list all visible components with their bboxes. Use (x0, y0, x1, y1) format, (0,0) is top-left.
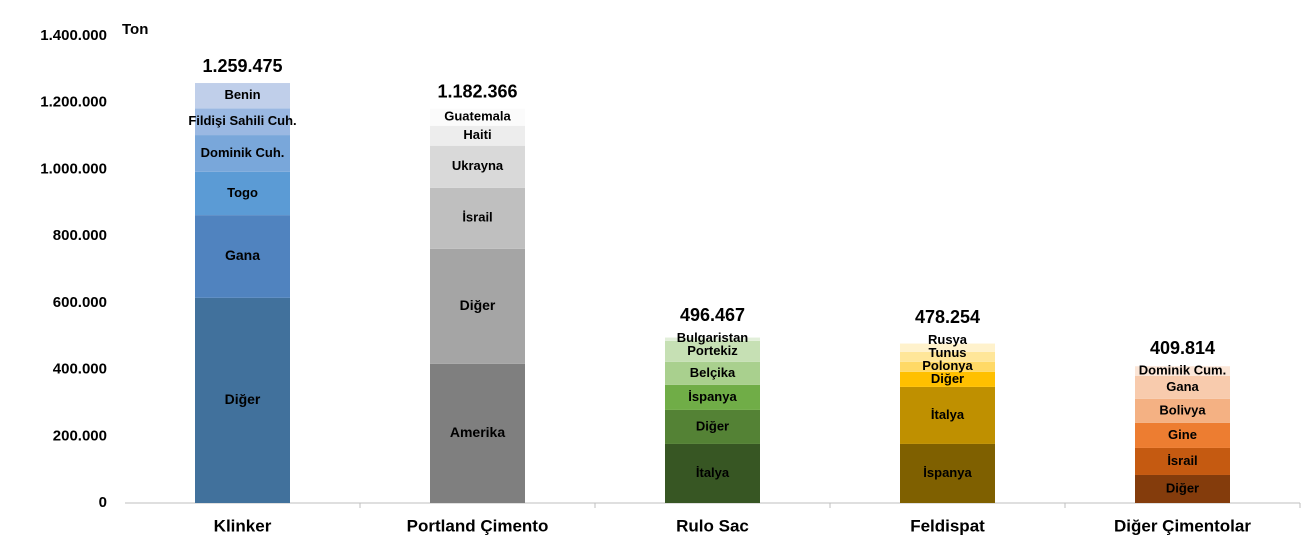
y-tick-label: 1.200.000 (40, 94, 107, 111)
y-tick-label: 600.000 (53, 294, 107, 311)
bar-segment (900, 343, 995, 352)
y-tick-label: 1.400.000 (40, 27, 107, 44)
bar-segment (665, 361, 760, 385)
bar-segment (1135, 474, 1230, 503)
bar-segment (1135, 366, 1230, 376)
bar-segment (430, 248, 525, 364)
segment-label: Rusya (928, 332, 968, 347)
bar-segment (195, 297, 290, 503)
segment-label: Diğer (460, 297, 496, 313)
segment-label: Haiti (463, 127, 491, 142)
segment-label: Dominik Cum. (1139, 363, 1226, 378)
segment-label: İspanya (688, 389, 737, 404)
bar-segment (430, 363, 525, 503)
y-tick-label: 400.000 (53, 361, 107, 378)
y-tick-label: 1.000.000 (40, 160, 107, 177)
segment-label: Bolivya (1159, 402, 1206, 417)
segment-label: İtalya (696, 465, 730, 480)
segment-label: Dominik Cuh. (201, 145, 285, 160)
bar-segment (195, 108, 290, 136)
segment-label: Fildişi Sahili Cuh. (188, 113, 296, 128)
segment-label: Tunus (928, 345, 966, 360)
segment-label: Portekiz (687, 343, 738, 358)
x-tick-label: Feldispat (910, 516, 985, 535)
bar-segment (1135, 422, 1230, 448)
y-axis-label: Ton (122, 21, 148, 38)
bar-segment (195, 135, 290, 172)
bar-segment (430, 108, 525, 126)
segment-label: İsrail (1167, 453, 1197, 468)
bar-segment (1135, 447, 1230, 475)
x-tick-label: Klinker (214, 516, 272, 535)
bar-segment (195, 171, 290, 216)
total-label: 1.182.366 (437, 81, 517, 101)
y-tick-label: 200.000 (53, 427, 107, 444)
x-tick-label: Rulo Sac (676, 516, 749, 535)
segment-label: Bulgaristan (677, 330, 749, 345)
segment-label: Diğer (931, 371, 964, 386)
segment-label: Polonya (922, 358, 973, 373)
segment-label: Guatemala (444, 109, 511, 124)
segment-label: Togo (227, 185, 258, 200)
total-label: 1.259.475 (202, 56, 282, 76)
bar-segment (900, 351, 995, 362)
segment-label: Diğer (696, 418, 729, 433)
bar-segment (1135, 375, 1230, 399)
bar-segment (900, 443, 995, 503)
total-label: 409.814 (1150, 338, 1215, 358)
bar-segment (900, 386, 995, 444)
y-tick-label: 800.000 (53, 227, 107, 244)
x-tick-label: Portland Çimento (407, 516, 549, 535)
segment-label: Benin (224, 87, 260, 102)
segment-label: Belçika (690, 365, 736, 380)
segment-label: Gana (1166, 379, 1199, 394)
bar-segment (665, 337, 760, 341)
bar-segment (665, 443, 760, 503)
bar-segment (195, 83, 290, 109)
bar-segment (665, 409, 760, 444)
segment-label: Gine (1168, 427, 1197, 442)
segment-label: İspanya (923, 465, 972, 480)
segment-label: Diğer (1166, 480, 1199, 495)
y-tick-label: 0 (99, 494, 107, 511)
bar-segment (195, 215, 290, 298)
total-label: 496.467 (680, 305, 745, 325)
total-label: 478.254 (915, 307, 980, 327)
bar-segment (1135, 398, 1230, 423)
bar-segment (665, 340, 760, 362)
segment-label: Amerika (450, 424, 505, 440)
bar-segment (430, 125, 525, 146)
segment-label: Ukrayna (452, 158, 504, 173)
bar-segment (430, 145, 525, 188)
segment-label: Diğer (225, 391, 261, 407)
bar-segment (430, 187, 525, 249)
bar-segment (900, 371, 995, 387)
segment-label: Gana (225, 247, 260, 263)
bar-segment (900, 361, 995, 372)
segment-label: İtalya (931, 407, 965, 422)
bar-segment (665, 384, 760, 410)
x-tick-label: Diğer Çimentolar (1114, 516, 1251, 535)
segment-label: İsrail (462, 210, 492, 225)
